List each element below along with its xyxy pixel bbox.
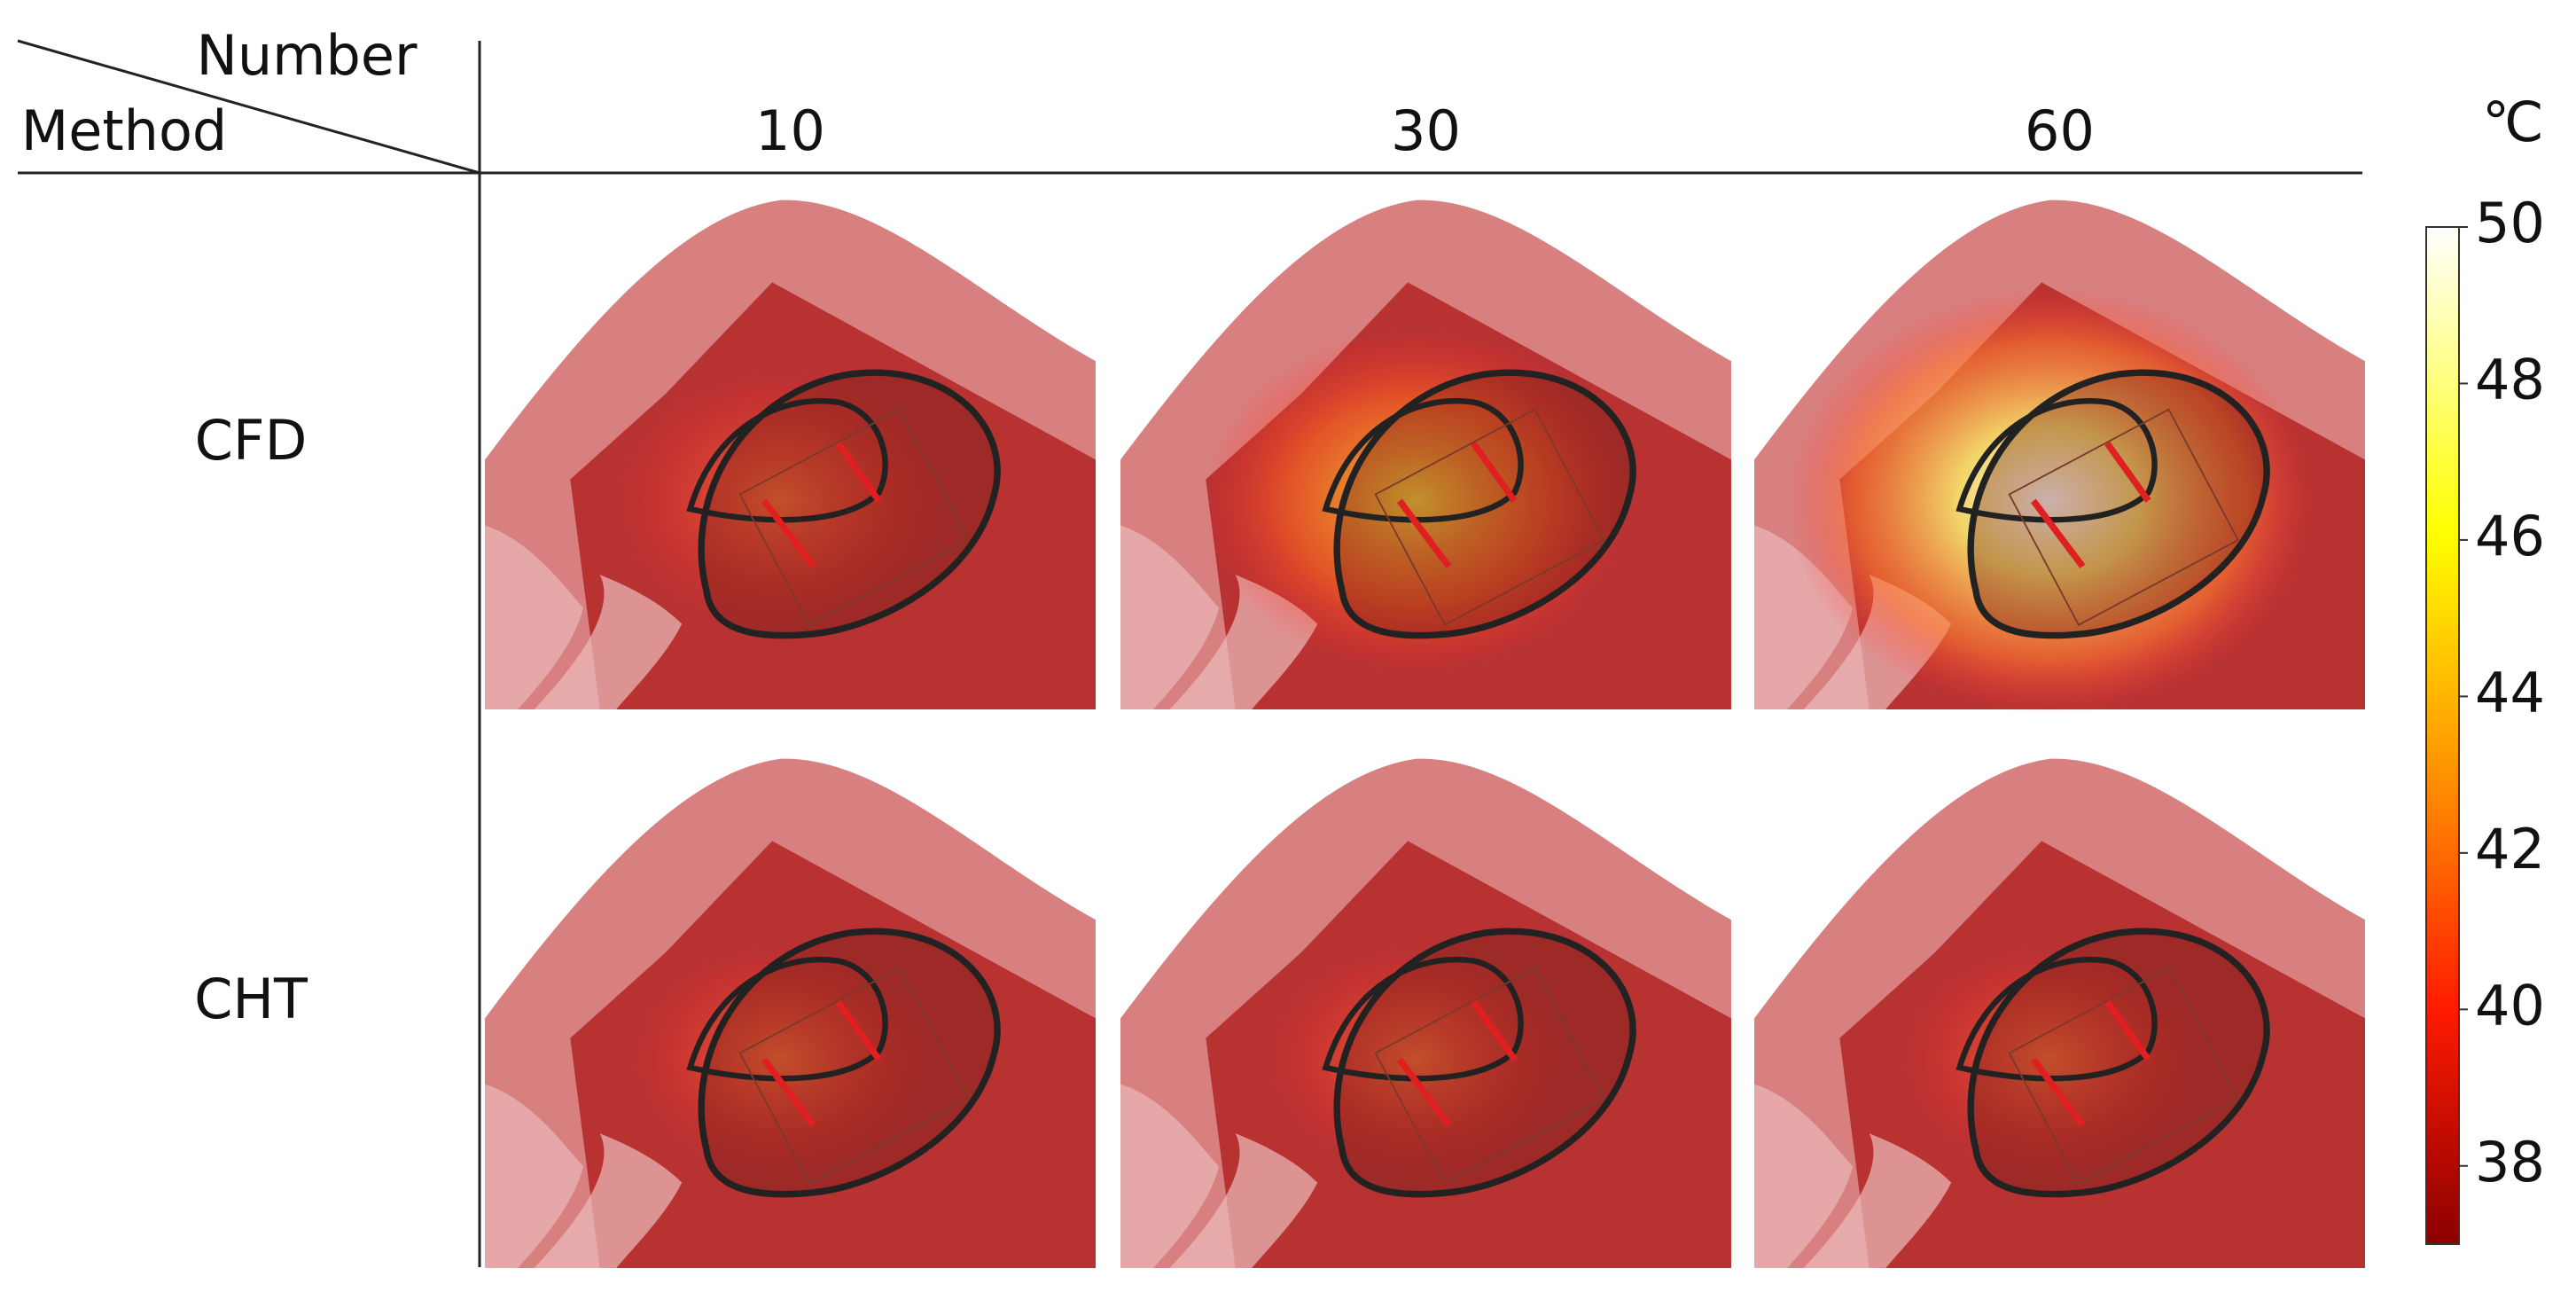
probe: [738, 408, 971, 626]
corner-top: Number: [196, 23, 418, 88]
tumor-outline: [698, 928, 1001, 1198]
probe: [2008, 408, 2240, 626]
tumor-outline: [1967, 369, 2270, 639]
row-label: CFD: [195, 408, 308, 473]
inner-outline: [686, 957, 888, 1082]
inner-outline: [1322, 398, 1524, 523]
colorbar-unit: ℃: [2482, 90, 2544, 154]
column-label: 60: [2025, 98, 2095, 163]
thermal-image: [485, 197, 1096, 709]
corner-bottom: Method: [21, 98, 228, 163]
probe: [738, 967, 971, 1185]
probe: [1374, 967, 1606, 1185]
heat-glow: [1901, 944, 2198, 1175]
colorbar: [2425, 226, 2460, 1245]
colorbar-tick-label: 40: [2475, 973, 2545, 1038]
colorbar-tick-label: 44: [2475, 660, 2545, 724]
probe: [2008, 967, 2240, 1185]
colorbar-tick-label: 50: [2475, 191, 2545, 255]
tumor-outline: [1967, 928, 2270, 1198]
colorbar-tick-label: 42: [2475, 817, 2545, 881]
electrodes: [761, 441, 882, 569]
heat-glow: [1268, 944, 1565, 1175]
tumor-outline: [1333, 928, 1636, 1198]
thermal-image: [1120, 197, 1731, 709]
electrodes: [1396, 999, 1518, 1128]
thermal-image: [1120, 756, 1731, 1268]
column-label: 10: [755, 98, 825, 163]
heat-glow: [1202, 328, 1630, 674]
colorbar-tick-label: 38: [2475, 1130, 2545, 1194]
diagonal: [17, 39, 480, 175]
thermal-image: [1754, 197, 2365, 715]
electrodes: [761, 999, 882, 1128]
inner-outline: [1955, 957, 2158, 1082]
electrodes: [2030, 999, 2151, 1128]
inner-outline: [686, 398, 888, 523]
electrodes: [2030, 441, 2151, 569]
electrodes: [1396, 441, 1518, 569]
colorbar-tick-label: 46: [2475, 504, 2545, 568]
inner-outline: [1955, 398, 2158, 523]
heat-glow: [632, 944, 929, 1175]
heat-glow: [1787, 286, 2313, 715]
column-label: 30: [1391, 98, 1461, 163]
thermal-image: [1754, 756, 2365, 1268]
thermal-image: [485, 756, 1096, 1268]
heat-glow: [616, 369, 945, 632]
colorbar-tick-label: 48: [2475, 348, 2545, 412]
row-label: CHT: [194, 967, 308, 1031]
tumor-outline: [698, 369, 1001, 639]
probe: [1374, 408, 1606, 626]
tumor-outline: [1333, 369, 1636, 639]
inner-outline: [1322, 957, 1524, 1082]
